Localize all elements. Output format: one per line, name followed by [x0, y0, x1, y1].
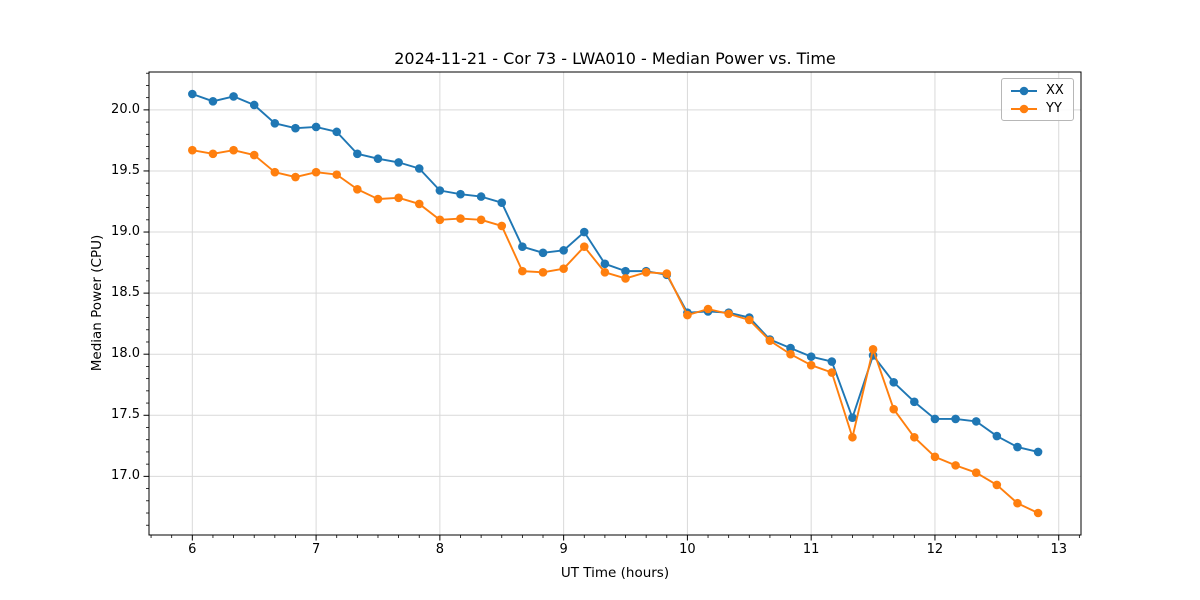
- minor-ticks: [146, 72, 1080, 538]
- legend-label-yy: YY: [1046, 101, 1062, 116]
- chart-title: 2024-11-21 - Cor 73 - LWA010 - Median Po…: [394, 49, 836, 68]
- legend-line-marker-yy-icon: [1011, 104, 1037, 113]
- x-axis-label: UT Time (hours): [560, 565, 670, 581]
- y-axis-label: Median Power (CPU): [89, 234, 105, 372]
- legend-item-yy: YY: [1009, 101, 1064, 116]
- series-yy-line: [192, 149, 1039, 514]
- axes-spines: [148, 71, 1082, 536]
- major-ticks: [143, 109, 1060, 541]
- legend-label-xx: XX: [1046, 83, 1064, 98]
- legend: XX YY: [1001, 78, 1074, 121]
- series-yy: [188, 145, 1043, 518]
- legend-line-marker-xx-icon: [1011, 86, 1037, 95]
- series-yy-markers: [188, 145, 1043, 518]
- legend-item-xx: XX: [1009, 83, 1064, 98]
- series-xx-line: [192, 93, 1039, 453]
- gridlines: [149, 72, 1081, 535]
